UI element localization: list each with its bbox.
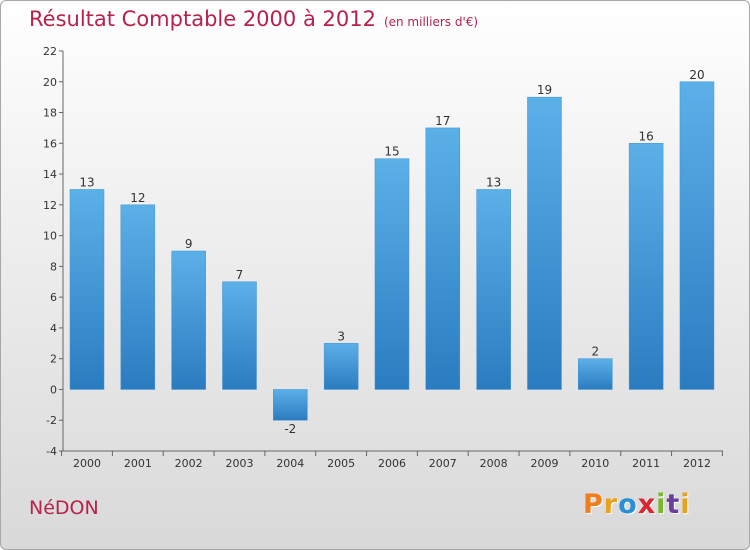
y-tick-label: -2 — [46, 414, 57, 427]
logo-letter: P — [583, 489, 604, 520]
y-tick-label: -4 — [46, 445, 57, 458]
x-tick-label: 2011 — [632, 457, 660, 470]
bar-2008 — [476, 189, 511, 390]
x-tick-label: 2010 — [581, 457, 609, 470]
bar-2001 — [120, 204, 156, 390]
data-label-2004: -2 — [284, 422, 296, 436]
x-tick-label: 2008 — [480, 457, 508, 470]
data-label-2012: 20 — [689, 68, 704, 82]
logo-letter: i — [656, 489, 667, 520]
data-label-2002: 9 — [185, 237, 193, 251]
bar-2007 — [425, 127, 461, 390]
bar-2012 — [679, 81, 715, 390]
y-tick-label: 16 — [43, 137, 57, 150]
y-tick-label: 22 — [43, 45, 57, 58]
bar-2011 — [628, 143, 664, 390]
data-label-2011: 16 — [638, 129, 653, 143]
y-tick-label: 6 — [50, 291, 57, 304]
bar-2002 — [171, 250, 206, 390]
bar-2003 — [222, 281, 257, 390]
y-tick-label: 14 — [43, 168, 57, 181]
x-tick-label: 2005 — [327, 457, 355, 470]
x-tick-label: 2001 — [124, 457, 152, 470]
bar-2006 — [374, 158, 410, 390]
x-tick-label: 2012 — [683, 457, 711, 470]
x-tick-label: 2003 — [225, 457, 253, 470]
logo-letter: r — [603, 489, 619, 520]
logo-letter: i — [680, 489, 691, 520]
y-tick-label: 20 — [43, 76, 57, 89]
data-label-2009: 19 — [537, 83, 552, 97]
x-tick-label: 2004 — [276, 457, 304, 470]
y-tick-label: 8 — [50, 260, 57, 273]
x-tick-label: 2009 — [530, 457, 558, 470]
data-label-2000: 13 — [79, 175, 94, 189]
bar-2010 — [578, 358, 613, 390]
logo-letter: x — [637, 489, 657, 520]
x-tick-label: 2007 — [429, 457, 457, 470]
commune-name: NéDON — [29, 497, 99, 519]
y-tick-label: 4 — [50, 322, 57, 335]
x-tick-label: 2006 — [378, 457, 406, 470]
chart-subtitle: (en milliers d'€) — [383, 15, 479, 29]
data-label-2007: 17 — [435, 114, 450, 128]
logo-letter: o — [618, 489, 638, 520]
bar-2004 — [273, 389, 308, 421]
data-label-2005: 3 — [337, 329, 345, 343]
x-tick-label: 2002 — [175, 457, 203, 470]
chart-title: Résultat Comptable 2000 à 2012 (en millie… — [29, 7, 478, 31]
y-tick-label: 10 — [43, 230, 57, 243]
bar-2009 — [527, 96, 562, 390]
y-tick-label: 2 — [50, 353, 57, 366]
x-tick-label: 2000 — [73, 457, 101, 470]
data-label-2003: 7 — [236, 268, 244, 282]
data-label-2008: 13 — [486, 175, 501, 189]
data-label-2010: 2 — [591, 345, 599, 359]
bar-2000 — [69, 189, 105, 390]
logo-letter: t — [666, 489, 681, 520]
y-tick-label: 12 — [43, 199, 57, 212]
y-tick-label: 18 — [43, 107, 57, 120]
chart-title-text: Résultat Comptable 2000 à 2012 — [29, 7, 376, 31]
data-label-2006: 15 — [384, 145, 399, 159]
y-tick-label: 0 — [50, 383, 57, 396]
proxiti-logo: Proxiti — [583, 489, 691, 520]
bar-2005 — [323, 343, 359, 390]
data-label-2001: 12 — [130, 191, 145, 205]
